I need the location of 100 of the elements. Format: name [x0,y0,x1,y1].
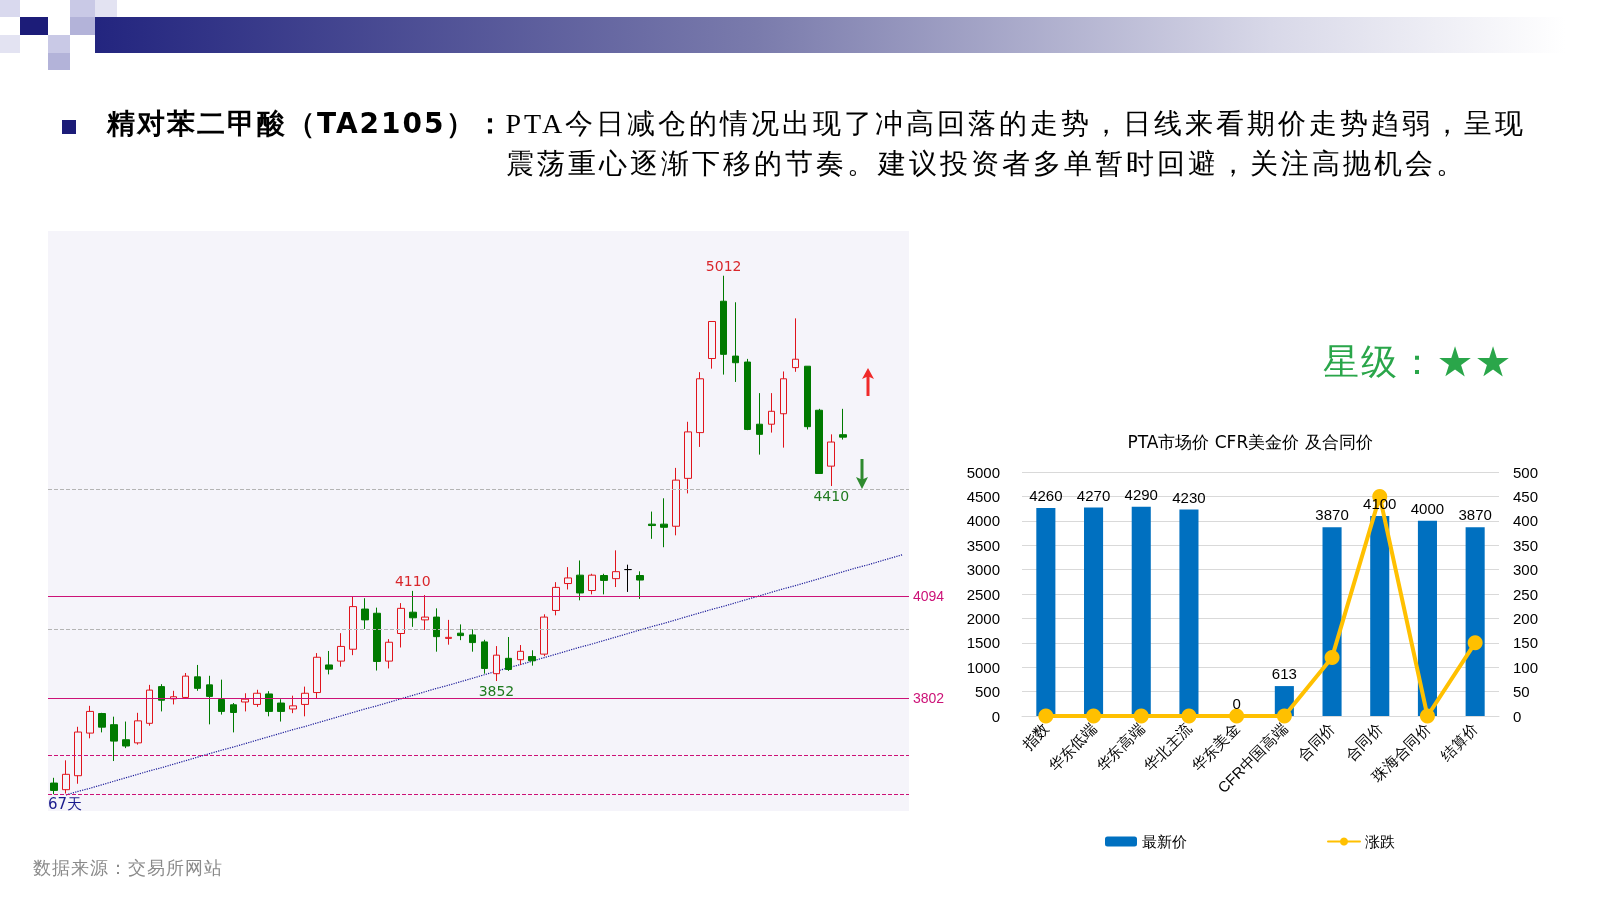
candlestick [839,408,847,441]
candlestick [74,726,82,785]
legend-label: 涨跌 [1365,833,1395,850]
y-tick-label: 2000 [966,609,1000,627]
bar [1131,506,1151,716]
chart-title: PTA市场价 CFR美金价 及合同价 [1127,431,1373,452]
candlestick [361,597,369,630]
candlestick [134,712,142,746]
bar [1370,515,1390,716]
candlestick [146,684,153,727]
bar [1084,507,1104,716]
source-note: 数据来源：交易所网站 [33,857,223,880]
candlestick [265,690,273,717]
candlestick [409,590,417,628]
y2-tick-label: 0 [1513,707,1522,725]
candlestick [672,467,680,536]
candlestick [194,664,201,692]
candlestick [62,759,70,795]
y-tick-label: 2500 [966,585,1000,603]
y-tick-label: 500 [974,683,1000,701]
candlestick [684,421,692,494]
candlestick [564,566,572,590]
y2-tick-label: 150 [1513,634,1539,652]
candlestick [827,433,835,487]
candlestick [792,317,799,373]
candlestick [206,675,213,725]
y2-tick-label: 50 [1513,683,1530,701]
y2-tick-label: 250 [1513,585,1539,603]
candlestick [457,623,464,641]
candlestick [122,721,130,749]
data-label: 4290 [1124,485,1158,503]
y2-tick-label: 300 [1513,561,1539,579]
annotation: 4410 [813,488,850,505]
annotation: 3852 [478,683,515,700]
data-label: 4000 [1410,499,1445,517]
annotation: 5012 [705,257,742,274]
candlestick [313,652,321,700]
line-series [65,553,904,796]
data-label: 4260 [1029,487,1063,505]
x-tick-label: 合同价 [1294,719,1339,764]
bar [1322,527,1342,716]
candlestick [373,607,381,672]
candlestick [445,619,452,646]
y-tick-label: 1500 [966,634,1000,652]
y-tick-label: 3500 [966,536,1000,554]
candlestick [86,705,94,739]
text: 星级：★★ [1323,341,1513,384]
bar [1465,527,1485,716]
candlestick [50,777,58,795]
point [1467,635,1483,651]
bar [1179,509,1199,716]
candlestick [588,573,596,595]
candlestick [325,650,333,675]
candlestick [230,702,237,733]
candlestick [110,716,118,762]
y2-tick-label: 400 [1513,512,1539,530]
candlestick [815,408,823,474]
candlestick [708,320,716,370]
candlestick [780,370,787,449]
bar [1417,520,1437,716]
y-tick-label: 1000 [966,658,1000,676]
candlestick [660,497,668,548]
y2-tick-label: 200 [1513,609,1539,627]
y2-tick-label: 350 [1513,536,1539,554]
data-label: 3870 [1315,506,1349,524]
candlestick [289,695,297,714]
data-label: 613 [1271,665,1297,683]
candlestick [505,636,512,672]
candlestick [636,570,644,600]
candlestick [385,638,393,669]
candlestick [277,698,285,723]
annotation: 67天 [48,794,83,813]
text: PTA今日减仓的情况出现了冲高回落的走势，日线来看期价走势趋弱，呈现震荡重心逐渐下移的节奏。建议投资者多单暂时回避，关注高抛机会。 [505,107,1528,181]
candlestick [696,371,704,448]
candlestick [98,712,106,733]
annotation: 4110 [394,572,431,589]
candlestick [732,301,739,383]
candlestick [421,594,429,631]
candlestick [337,632,345,668]
text: 精对苯二甲酸（TA2105）： [107,106,506,142]
candlestick [744,358,751,431]
candlestick [756,392,763,456]
y-tick-label: 3000 [966,561,1000,579]
candlestick [469,628,476,653]
y-tick-label: 4500 [966,487,1000,505]
candlestick [624,564,632,593]
candlestick [528,649,536,667]
candlestick [481,639,488,675]
bar [1036,508,1056,716]
data-label: 0 [1232,695,1241,712]
y-tick-label: 4000 [966,512,1000,530]
point [1229,708,1245,724]
candlestick [517,644,524,666]
y-tick-label: 0 [991,707,1000,725]
y2-tick-label: 100 [1513,658,1539,676]
candlestick [720,275,727,376]
point [1086,708,1102,724]
y-tick-label: 4094 [913,588,945,605]
candlestick [600,573,608,595]
y2-tick-label: 500 [1513,463,1539,481]
